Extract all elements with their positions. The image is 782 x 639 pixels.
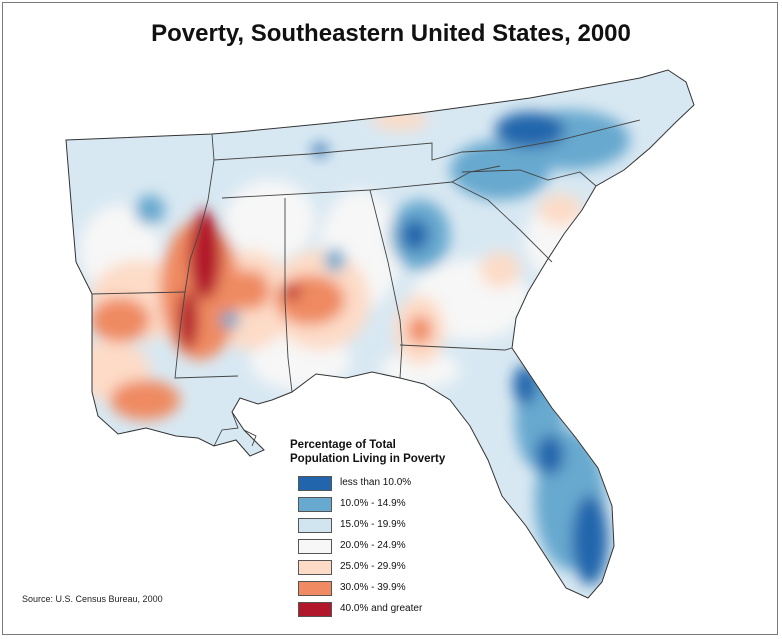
legend-label: less than 10.0%	[340, 477, 412, 488]
legend-swatch	[298, 581, 332, 596]
legend-label: 20.0% - 24.9%	[340, 540, 406, 551]
state-boundaries	[91, 119, 641, 393]
legend-item: 20.0% - 24.9%	[290, 539, 460, 556]
legend-label: 40.0% and greater	[340, 603, 423, 614]
legend-swatch	[298, 518, 332, 533]
legend-item: 40.0% and greater	[290, 602, 460, 619]
legend-item: less than 10.0%	[290, 476, 460, 493]
region-outline	[65, 69, 695, 599]
legend-label: 30.0% - 39.9%	[340, 582, 406, 593]
legend-label: 25.0% - 29.9%	[340, 561, 406, 572]
source-note: Source: U.S. Census Bureau, 2000	[22, 594, 163, 604]
map-title: Poverty, Southeastern United States, 200…	[151, 20, 631, 47]
legend-swatch	[298, 539, 332, 554]
legend-item: 25.0% - 29.9%	[290, 560, 460, 577]
legend-item: 10.0% - 14.9%	[290, 497, 460, 514]
legend-title-line2: Population Living in Poverty	[290, 453, 446, 465]
legend-title-line1: Percentage of Total	[290, 439, 396, 451]
legend-swatch	[298, 602, 332, 617]
legend-item: 15.0% - 19.9%	[290, 518, 460, 535]
legend-swatch	[298, 560, 332, 575]
legend-label: 10.0% - 14.9%	[340, 498, 406, 509]
legend-swatch	[298, 476, 332, 491]
map-legend: Percentage of Total Population Living in…	[290, 438, 460, 619]
legend-label: 15.0% - 19.9%	[340, 519, 406, 530]
legend-item: 30.0% - 39.9%	[290, 581, 460, 598]
legend-swatch	[298, 497, 332, 512]
coastline-detail	[213, 411, 257, 447]
